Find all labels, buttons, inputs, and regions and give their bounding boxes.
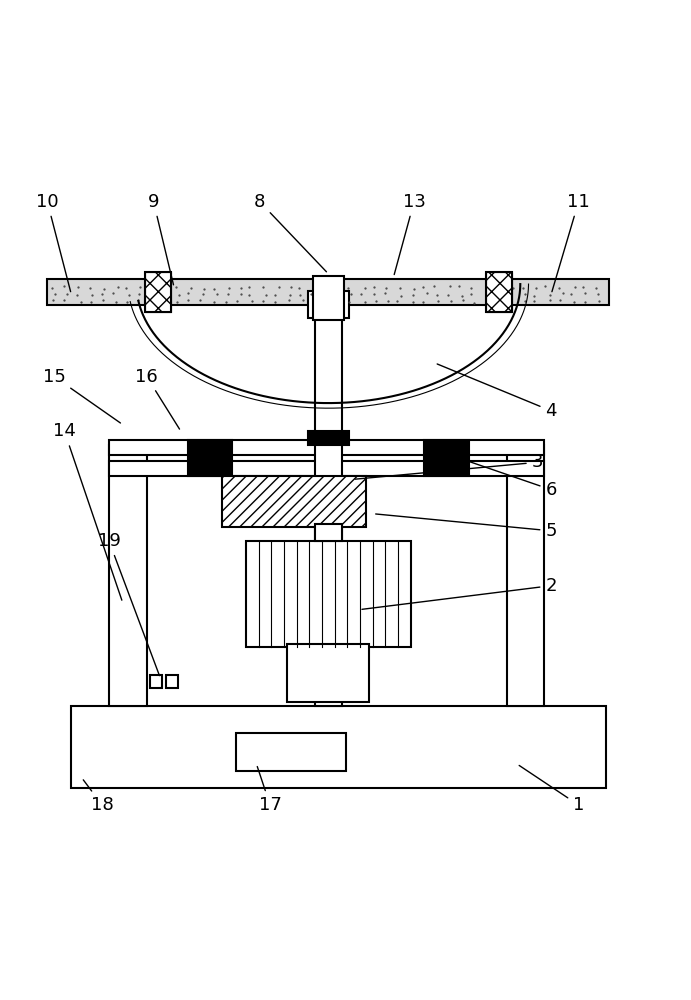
Text: 3: 3 [355, 453, 543, 479]
Bar [47, 279, 609, 305]
Bar [109, 440, 545, 455]
Bar [150, 675, 162, 688]
Bar [188, 440, 232, 476]
Text: 11: 11 [552, 193, 590, 292]
Text: 14: 14 [53, 422, 122, 600]
Text: 2: 2 [362, 577, 557, 609]
Text: 5: 5 [376, 514, 557, 540]
Bar [144, 272, 171, 312]
Text: 6: 6 [444, 453, 557, 499]
Bar [109, 445, 146, 706]
Text: 4: 4 [437, 364, 557, 420]
Text: 16: 16 [135, 368, 180, 429]
Bar [424, 440, 469, 476]
Bar [314, 524, 342, 541]
Bar [71, 706, 606, 788]
Bar [109, 461, 545, 476]
Text: 1: 1 [519, 765, 584, 814]
Bar [236, 733, 346, 771]
Text: 9: 9 [148, 193, 173, 285]
Bar [507, 445, 545, 706]
Text: 18: 18 [84, 780, 113, 814]
Bar [246, 541, 410, 647]
Bar [144, 272, 171, 312]
Bar [222, 476, 366, 527]
Bar [312, 276, 344, 320]
Bar [486, 272, 512, 312]
Bar [307, 431, 349, 445]
Text: 10: 10 [36, 193, 70, 292]
Text: 8: 8 [254, 193, 326, 272]
Bar [486, 272, 512, 312]
Bar [287, 644, 370, 702]
Text: 19: 19 [97, 532, 160, 676]
Bar [307, 291, 349, 318]
Bar [314, 318, 342, 706]
Text: 17: 17 [257, 767, 281, 814]
Bar [166, 675, 178, 688]
Text: 15: 15 [43, 368, 120, 423]
Text: 13: 13 [394, 193, 426, 275]
